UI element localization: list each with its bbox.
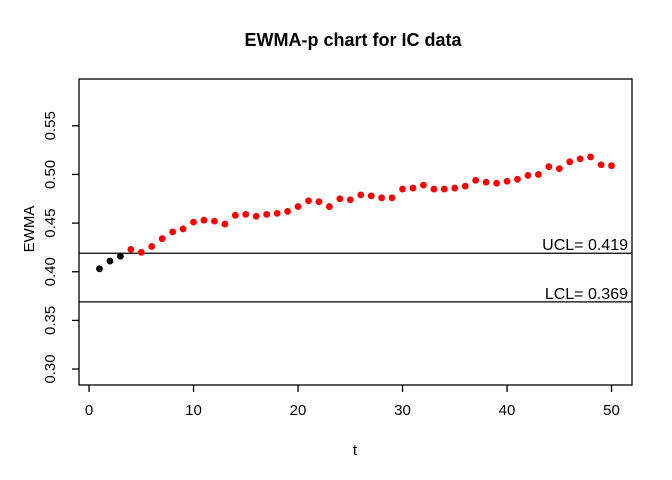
data-point (221, 220, 229, 228)
data-point (116, 252, 124, 260)
data-point (336, 195, 344, 203)
y-tick-label: 0.45 (42, 208, 59, 237)
data-point (357, 191, 365, 199)
data-point (430, 185, 438, 193)
data-point (106, 257, 114, 265)
data-point (127, 245, 135, 253)
data-point (200, 216, 208, 224)
lcl-label: LCL= 0.369 (545, 286, 628, 303)
data-point (461, 182, 469, 190)
data-point (451, 184, 459, 192)
data-point (315, 198, 323, 206)
data-point (524, 172, 532, 179)
y-tick-label: 0.55 (42, 111, 59, 140)
x-tick-label: 40 (499, 402, 516, 419)
data-point (440, 185, 448, 193)
y-tick-label: 0.50 (42, 160, 59, 189)
data-point (242, 210, 250, 218)
data-point (263, 210, 271, 218)
data-point (587, 153, 595, 161)
data-point (378, 194, 386, 202)
data-point (409, 184, 417, 192)
x-axis: 0 10 20 30 40 50 (85, 385, 620, 419)
data-point (190, 218, 197, 226)
data-point (472, 176, 480, 184)
data-point (273, 209, 281, 217)
data-point (137, 248, 145, 256)
data-point (420, 181, 427, 189)
data-point (545, 163, 553, 171)
data-point (169, 228, 177, 236)
data-point (555, 165, 563, 173)
data-point (482, 178, 490, 186)
x-axis-label: t (353, 442, 358, 459)
data-point (211, 217, 218, 225)
x-tick-label: 0 (85, 402, 93, 419)
data-point (179, 225, 187, 233)
data-point (158, 235, 166, 243)
x-tick-label: 30 (394, 402, 411, 419)
chart-title: EWMA-p chart for IC data (244, 30, 462, 50)
data-point (148, 243, 156, 250)
data-point (367, 192, 375, 200)
x-tick-label: 10 (185, 402, 202, 419)
control-limit-lines (79, 252, 632, 303)
data-point (294, 203, 302, 210)
data-point (608, 162, 615, 170)
data-point (514, 175, 521, 183)
plot-border (78, 78, 633, 386)
data-points (96, 153, 615, 273)
data-point (346, 196, 354, 204)
y-axis: 0.30 0.35 0.40 0.45 0.50 0.55 (42, 111, 79, 384)
x-tick-label: 20 (290, 402, 307, 419)
ucl-label: UCL= 0.419 (542, 237, 628, 254)
data-point (576, 155, 584, 163)
y-axis-label: EWMA (21, 206, 38, 253)
data-point (597, 161, 605, 169)
data-point (325, 203, 333, 210)
y-tick-label: 0.30 (42, 354, 59, 383)
data-point (284, 208, 291, 215)
data-point (305, 197, 312, 205)
data-point (399, 185, 406, 193)
data-point (231, 211, 239, 219)
data-point (493, 179, 500, 187)
data-point (534, 171, 542, 178)
data-point (566, 158, 574, 166)
data-point (503, 177, 511, 185)
y-tick-label: 0.40 (42, 257, 59, 286)
x-tick-label: 50 (603, 402, 620, 419)
data-point (96, 265, 103, 273)
data-point (388, 194, 396, 202)
y-tick-label: 0.35 (42, 306, 59, 335)
data-point (252, 212, 260, 220)
